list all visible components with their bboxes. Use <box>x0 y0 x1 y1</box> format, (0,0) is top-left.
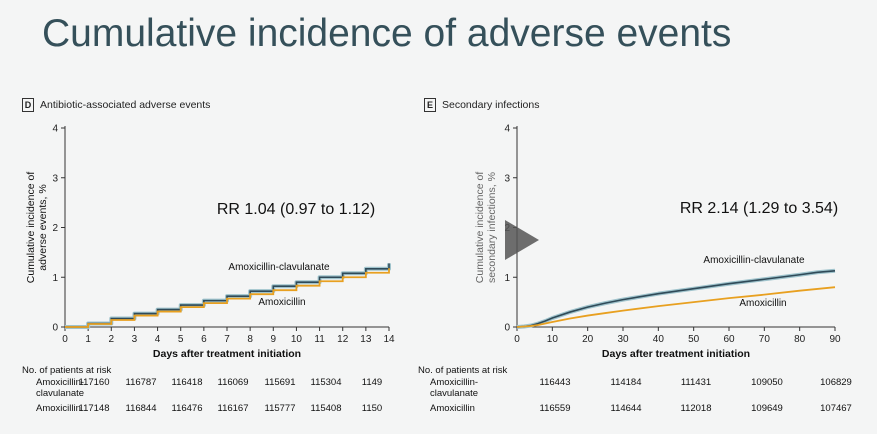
x-tick-label: 80 <box>794 334 806 345</box>
e-risk-value: 106829 <box>820 377 852 388</box>
risk-label-d-row2: Amoxicillin <box>36 403 81 414</box>
y-axis-label-line2: secondary infections, % <box>486 172 498 283</box>
series-band-amoxicillin-clavulanate <box>65 263 391 329</box>
x-tick-label: 14 <box>383 334 395 345</box>
y-tick-label: 4 <box>504 124 510 135</box>
series-amoxicillin-clavulanate <box>65 263 390 328</box>
e-risk-value: 116559 <box>539 403 571 414</box>
d-risk-value: 116844 <box>125 403 157 414</box>
play-icon[interactable] <box>503 218 541 262</box>
e-risk-value: 109649 <box>751 403 783 414</box>
panel-e-title-text: Secondary infections <box>442 99 540 111</box>
y-tick-label: 2 <box>52 223 58 234</box>
d-risk-value: 116167 <box>217 403 249 414</box>
e-risk-value: 116443 <box>539 377 571 388</box>
x-tick-label: 0 <box>514 334 520 345</box>
slide-title: Cumulative incidence of adverse events <box>42 12 732 55</box>
series-amoxicillin <box>516 286 836 328</box>
risk-header-e: No. of patients at risk <box>418 365 508 376</box>
e-risk-value: 107467 <box>820 403 852 414</box>
x-tick-label: 9 <box>271 334 277 345</box>
y-tick-label: 4 <box>52 124 58 135</box>
x-tick-label: 13 <box>360 334 372 345</box>
x-tick-label: 10 <box>547 334 559 345</box>
x-axis-label: Days after treatment initiation <box>153 348 301 360</box>
x-tick-label: 10 <box>291 334 303 345</box>
y-axis-label-line2: adverse events, % <box>37 184 49 270</box>
x-tick-label: 60 <box>723 334 735 345</box>
x-tick-label: 70 <box>759 334 771 345</box>
e-risk-value: 109050 <box>751 377 783 388</box>
x-tick-label: 90 <box>829 334 841 345</box>
x-tick-label: 2 <box>109 334 115 345</box>
series-amoxicillin <box>65 268 390 328</box>
y-tick-label: 0 <box>52 323 58 334</box>
y-tick-label: 3 <box>52 173 58 184</box>
y-axis-label-line1: Cumulative incidence of <box>25 172 37 284</box>
e-risk-value: 114184 <box>610 377 642 388</box>
chart-e: 012340102030405060708090Days after treat… <box>474 124 841 361</box>
d-risk-value: 115304 <box>310 377 342 388</box>
x-tick-label: 8 <box>247 334 253 345</box>
y-tick-label: 1 <box>504 273 510 284</box>
x-tick-label: 3 <box>132 334 138 345</box>
x-tick-label: 50 <box>688 334 700 345</box>
x-axis-label: Days after treatment initiation <box>602 348 750 360</box>
series-amoxicillin-clavulanate <box>516 269 836 328</box>
e-risk-value: 112018 <box>680 403 712 414</box>
x-tick-label: 5 <box>178 334 184 345</box>
panel-e-letter: E <box>424 98 436 112</box>
rr-annotation: RR 2.14 (1.29 to 3.54) <box>680 200 838 217</box>
y-tick-label: 3 <box>504 173 510 184</box>
y-axis-label: Cumulative incidence ofadverse events, % <box>25 172 49 284</box>
risk-label-e-row2: Amoxicillin <box>430 403 475 414</box>
panel-d-letter: D <box>22 98 34 112</box>
x-tick-label: 1 <box>85 334 91 345</box>
d-risk-value: 117148 <box>78 403 110 414</box>
risk-label-d-row1-cont: clavulanate <box>36 388 85 399</box>
d-risk-value: 1150 <box>361 403 383 414</box>
x-tick-label: 30 <box>617 334 629 345</box>
d-risk-value: 116418 <box>171 377 203 388</box>
rr-annotation: RR 1.04 (0.97 to 1.12) <box>217 201 375 218</box>
e-risk-value: 114644 <box>610 403 642 414</box>
y-axis-label: Cumulative incidence ofsecondary infecti… <box>474 172 498 284</box>
d-risk-value: 115691 <box>264 377 296 388</box>
risk-label-e-row1: Amoxicillin- <box>430 377 479 388</box>
risk-label-e-row1-cont: clavulanate <box>430 388 479 399</box>
d-risk-value: 1149 <box>361 377 383 388</box>
label-amoxicillin: Amoxicillin <box>739 298 786 309</box>
d-risk-value: 116476 <box>171 403 203 414</box>
d-risk-value: 117160 <box>78 377 110 388</box>
risk-header-d: No. of patients at risk <box>22 365 112 376</box>
d-risk-value: 116069 <box>217 377 249 388</box>
label-amoxicillin-clavulanate: Amoxicillin-clavulanate <box>703 255 805 266</box>
d-risk-value: 116787 <box>125 377 157 388</box>
x-tick-label: 11 <box>314 334 325 345</box>
x-tick-label: 12 <box>337 334 349 345</box>
y-axis-label-line1: Cumulative incidence of <box>474 172 486 284</box>
e-risk-value: 111431 <box>680 377 712 388</box>
x-tick-label: 6 <box>201 334 207 345</box>
x-tick-label: 0 <box>62 334 68 345</box>
risk-label-d-row1: Amoxicillin- <box>36 377 85 388</box>
y-tick-label: 1 <box>52 273 58 284</box>
panel-e-title: E Secondary infections <box>424 98 539 112</box>
x-tick-label: 40 <box>653 334 665 345</box>
label-amoxicillin-clavulanate: Amoxicillin-clavulanate <box>228 262 330 273</box>
d-risk-value: 115408 <box>310 403 342 414</box>
label-amoxicillin: Amoxicillin <box>258 297 305 308</box>
series-band-amoxicillin-clavulanate <box>516 268 836 329</box>
x-tick-label: 4 <box>155 334 161 345</box>
panel-d-title-text: Antibiotic-associated adverse events <box>40 99 211 111</box>
x-tick-label: 7 <box>224 334 230 345</box>
panel-d-title: D Antibiotic-associated adverse events <box>22 98 210 112</box>
y-tick-label: 0 <box>504 323 510 334</box>
x-tick-label: 20 <box>582 334 594 345</box>
d-risk-value: 115777 <box>264 403 296 414</box>
